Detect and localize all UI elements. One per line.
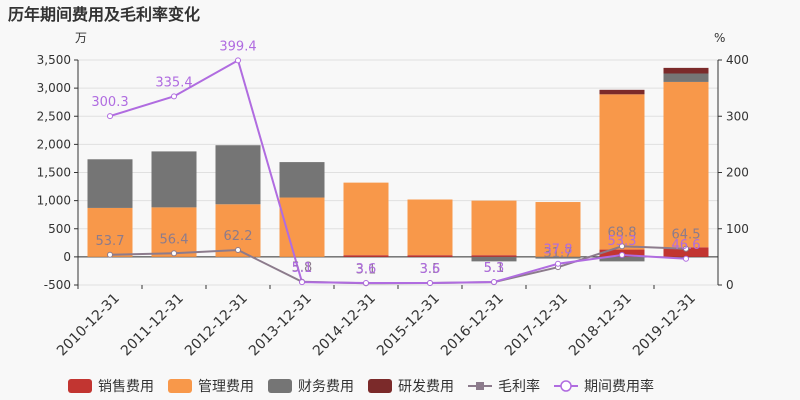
y-right-tick-label: 200 [726,166,749,180]
x-tick-label: 2015-12-31 [374,291,443,360]
bar-研发费用-2018-12-31 [599,89,645,95]
point-毛利率 [683,245,689,252]
y-left-tick-label: 3,500 [37,53,71,67]
x-tick-label: 2016-12-31 [438,291,507,360]
y-left-unit: 万 [75,31,87,45]
data-label-期间费用率: 37.8 [544,243,573,258]
bar-财务费用-2018-12-31 [599,256,645,262]
legend-swatch-marker-期间费用率 [560,380,572,392]
point-毛利率 [107,251,113,258]
bar-管理费用-2016-12-31 [471,200,517,256]
point-期间费用率 [299,279,305,286]
data-label-毛利率: 3.1 [356,262,377,277]
x-tick-label: 2017-12-31 [502,291,571,360]
y-left-tick-label: 1,500 [37,166,71,180]
data-label-毛利率: 56.4 [160,232,189,247]
point-期间费用率 [427,279,433,286]
data-label-期间费用率: 53.3 [608,234,637,249]
point-期间费用率 [491,279,497,286]
bar-财务费用-2016-12-31 [471,256,517,262]
line-期间费用率 [109,58,687,284]
bar-财务费用-2013-12-31 [279,162,325,198]
legend-label-毛利率: 毛利率 [498,378,540,395]
data-label-毛利率: 31.7 [544,246,573,261]
legend-label-研发费用: 研发费用 [398,379,454,395]
y-left-tick-label: 2,000 [37,137,71,151]
y-left-tick-label: 0 [63,250,71,264]
point-毛利率 [619,243,625,250]
y-left-tick-label: 3,000 [37,81,71,95]
point-期间费用率 [683,255,689,262]
x-tick-label: 2011-12-31 [118,291,187,360]
y-right-unit: % [714,31,725,45]
bar-研发费用-2019-12-31 [663,67,709,74]
data-label-毛利率: 68.8 [608,225,637,240]
y-left-tick-label: 1,000 [37,194,71,208]
point-期间费用率 [619,252,625,259]
legend-swatch-销售费用 [68,379,92,393]
bar-管理费用-2017-12-31 [535,202,581,257]
y-left-tick-label: -500 [44,278,71,292]
bar-管理费用-2019-12-31 [663,81,709,248]
bar-财务费用-2019-12-31 [663,73,709,82]
bar-管理费用-2015-12-31 [407,199,453,256]
legend-swatch-marker-毛利率 [476,382,484,390]
bar-财务费用-2012-12-31 [215,145,261,205]
point-期间费用率 [235,57,241,64]
point-毛利率 [235,247,241,254]
bar-管理费用-2018-12-31 [599,94,645,250]
data-label-期间费用率: 5.3 [484,261,505,276]
point-毛利率 [171,250,177,257]
data-label-毛利率: 5.1 [484,261,505,276]
y-left-tick-label: 2,500 [37,109,71,123]
bar-财务费用-2010-12-31 [87,159,133,208]
legend-label-管理费用: 管理费用 [198,379,254,395]
bar-财务费用-2011-12-31 [151,151,197,208]
x-tick-label: 2018-12-31 [566,291,635,360]
legend-swatch-研发费用 [368,379,392,393]
point-期间费用率 [555,260,561,267]
data-label-期间费用率: 3.6 [420,262,441,277]
data-label-毛利率: 3.5 [420,262,441,277]
data-label-期间费用率: 5.1 [292,261,313,276]
legend-label-销售费用: 销售费用 [98,379,154,395]
y-right-tick-label: 100 [726,222,749,236]
legend-label-财务费用: 财务费用 [298,379,354,395]
x-tick-label: 2019-12-31 [630,291,699,360]
y-right-tick-label: 300 [726,109,749,123]
legend-label-期间费用率: 期间费用率 [584,378,654,395]
data-label-期间费用率: 399.4 [219,39,256,54]
bar-管理费用-2011-12-31 [151,207,197,257]
data-label-期间费用率: 300.3 [91,95,128,110]
x-tick-label: 2012-12-31 [182,291,251,360]
chart-title: 历年期间费用及毛利率变化 [8,5,200,24]
data-label-期间费用率: 335.4 [155,75,192,90]
data-label-期间费用率: 46.6 [672,238,701,253]
x-tick-label: 2014-12-31 [310,291,379,360]
point-期间费用率 [171,93,177,100]
point-期间费用率 [107,113,113,120]
legend-swatch-财务费用 [268,379,292,393]
data-label-期间费用率: 3.6 [356,262,377,277]
bar-销售费用-2015-12-31 [407,255,453,257]
x-tick-label: 2010-12-31 [54,291,123,360]
bar-管理费用-2010-12-31 [87,207,133,257]
x-tick-label: 2013-12-31 [246,291,315,360]
bar-管理费用-2014-12-31 [343,182,389,256]
data-label-毛利率: 62.2 [224,229,253,244]
bar-销售费用-2016-12-31 [471,255,517,257]
data-label-毛利率: 53.7 [96,234,125,249]
data-label-毛利率: 5.8 [292,261,313,276]
bar-销售费用-2014-12-31 [343,255,389,257]
point-期间费用率 [363,279,369,286]
y-right-tick-label: 400 [726,53,749,67]
bar-销售费用-2019-12-31 [663,247,709,257]
data-label-毛利率: 64.5 [672,228,701,243]
y-right-tick-label: 0 [726,278,734,292]
y-left-tick-label: 500 [48,222,71,236]
legend-swatch-管理费用 [168,379,192,393]
bar-财务费用-2017-12-31 [535,256,581,259]
